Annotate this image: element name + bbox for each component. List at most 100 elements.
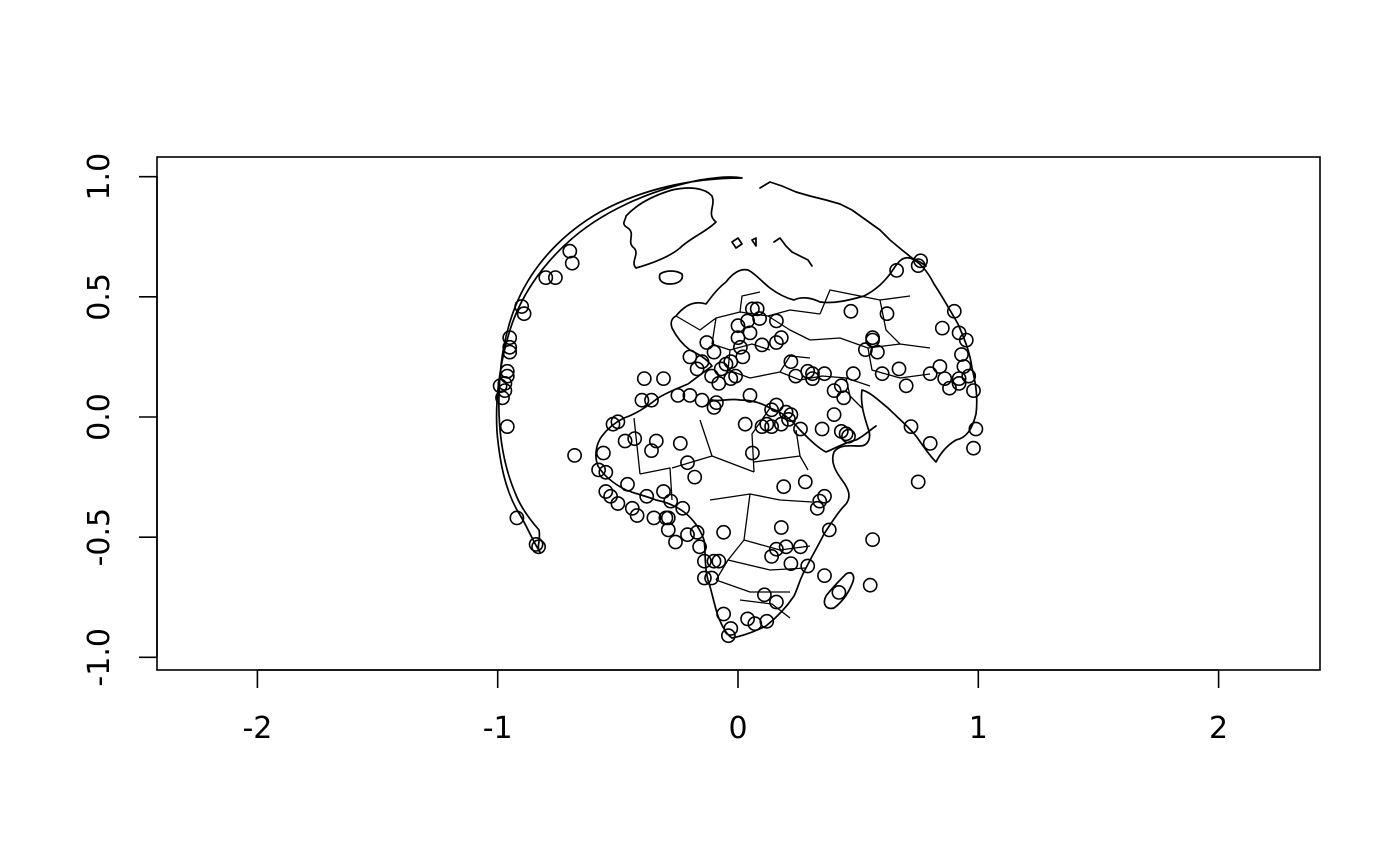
data-point [656,371,671,386]
data-point [499,368,515,384]
x-axis: -2 -1 0 1 2 [242,669,1228,746]
data-point [639,488,655,504]
data-point [660,522,676,538]
data-point [627,431,643,446]
data-point [745,301,760,317]
data-point [636,371,652,386]
data-point [759,416,775,432]
data-point [776,479,792,495]
y-tick-label: -0.5 [82,508,117,567]
data-point [800,558,816,574]
data-point [942,380,957,396]
data-point [966,383,981,398]
x-tick-label: 2 [1209,711,1228,746]
data-point [749,301,765,317]
data-point [865,330,880,346]
y-tick-label: 1.0 [82,153,117,201]
data-point [514,299,530,314]
data-point [913,253,928,269]
data-point [817,366,832,382]
data-point [670,387,686,403]
data-point [721,628,736,644]
data-point [812,493,828,509]
data-point [668,534,683,550]
data-point [680,527,695,543]
data-point [733,339,748,355]
data-point [497,383,513,398]
data-point [689,361,705,377]
iceland-coast [658,270,684,285]
data-point [752,311,767,326]
data-point [922,366,938,382]
data-point [735,349,751,365]
data-point [764,549,779,564]
data-point [757,587,772,603]
data-point [492,378,508,394]
data-point [531,539,546,555]
data-point [730,318,746,334]
plot-frame [156,156,1321,671]
data-point [968,421,984,437]
data-point [706,344,722,360]
data-point [814,421,830,437]
data-point [682,349,698,365]
data-point [596,445,611,461]
data-point [713,361,729,377]
data-point [538,270,554,285]
data-point [564,255,580,271]
data-points [492,243,984,644]
data-point [656,484,671,499]
data-point [954,347,969,362]
data-point [634,392,650,408]
data-point [747,616,763,632]
data-point [879,306,895,322]
data-point [704,368,719,384]
data-point [567,447,582,463]
data-point [773,330,789,346]
data-point [610,496,626,511]
data-point [773,520,789,535]
x-ticks: -2 -1 0 1 2 [242,670,1228,746]
data-point [793,539,808,555]
data-point [699,335,715,350]
data-point [797,474,813,490]
y-tick-label: 0.0 [82,393,117,441]
data-point [598,484,614,499]
data-point [598,464,614,480]
data-point [697,570,712,586]
data-point [502,339,518,355]
x-tick-label: 1 [969,711,988,746]
data-point [783,354,799,370]
data-point [826,407,842,422]
data-point [648,433,664,449]
data-point [891,361,907,377]
y-tick-label: -1.0 [82,628,117,687]
data-point [821,522,837,538]
data-point [937,371,953,386]
data-point [716,524,731,540]
data-point [723,621,739,636]
data-point [675,500,691,516]
data-point [516,306,532,322]
arabia-coast [711,398,877,453]
data-point [781,411,796,427]
data-point [932,359,948,374]
data-point [499,419,515,434]
data-point [817,488,832,504]
data-point [922,435,938,451]
data-point [644,392,659,408]
data-point [754,337,770,353]
globe-rim-coast [495,176,743,553]
data-point [889,262,904,278]
x-tick-label: 0 [728,711,747,746]
data-point [769,594,784,610]
data-point [620,476,635,492]
data-point [946,303,962,319]
data-point [843,303,859,319]
world-map [495,176,978,639]
y-ticks: -1.0 -0.5 0.0 0.5 1.0 [82,153,157,687]
arctic-islands-coast [731,181,927,267]
data-point [951,375,967,391]
data-point [704,570,719,586]
data-point [838,426,854,442]
